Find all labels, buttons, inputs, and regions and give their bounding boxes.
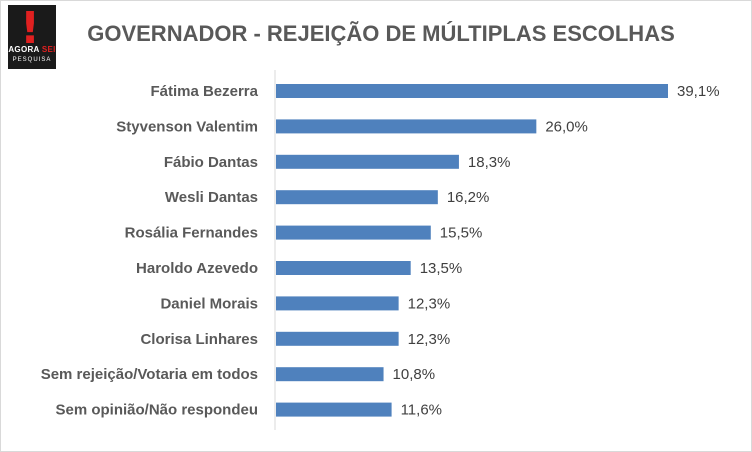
data-label: 18,3% [468,154,511,171]
category-label: Fátima Bezerra [150,83,258,100]
category-label: Daniel Morais [160,295,258,312]
category-label: Clorisa Linhares [140,331,258,348]
category-label: Wesli Dantas [165,189,258,206]
bar [276,331,399,346]
data-label: 13,5% [420,260,463,277]
bar [276,402,392,417]
bar [276,296,399,311]
category-label: Styvenson Valentim [116,118,258,135]
category-label: Sem opinião/Não respondeu [55,402,258,419]
chart-title: GOVERNADOR - REJEIÇÃO DE MÚLTIPLAS ESCOL… [87,21,675,46]
data-label: 12,3% [408,331,451,348]
logo-wordmark: AGORA SEI [8,45,56,54]
data-label: 12,3% [408,295,451,312]
logo-tagline: PESQUISA [12,57,52,63]
exclamation-icon: ! [20,3,41,54]
data-label: 15,5% [440,225,483,242]
bar [276,154,459,169]
bar [276,84,668,98]
bar [276,119,537,134]
data-label: 11,6% [401,402,442,419]
logo-word-main: AGORA [8,45,40,54]
agora-sei-logo: ! AGORA SEI PESQUISA [8,5,56,69]
bar [276,367,384,382]
bar [276,225,431,240]
data-label: 10,8% [393,366,436,383]
bar [276,190,438,205]
logo-word-accent: SEI [41,45,56,54]
category-label: Fábio Dantas [164,154,258,171]
data-label: 26,0% [545,118,588,135]
category-label: Haroldo Azevedo [136,260,258,277]
category-label: Sem rejeição/Votaria em todos [41,366,258,383]
category-label: Rosália Fernandes [125,225,258,242]
data-label: 16,2% [447,189,490,206]
data-label: 39,1% [677,83,720,100]
bar [276,261,411,275]
